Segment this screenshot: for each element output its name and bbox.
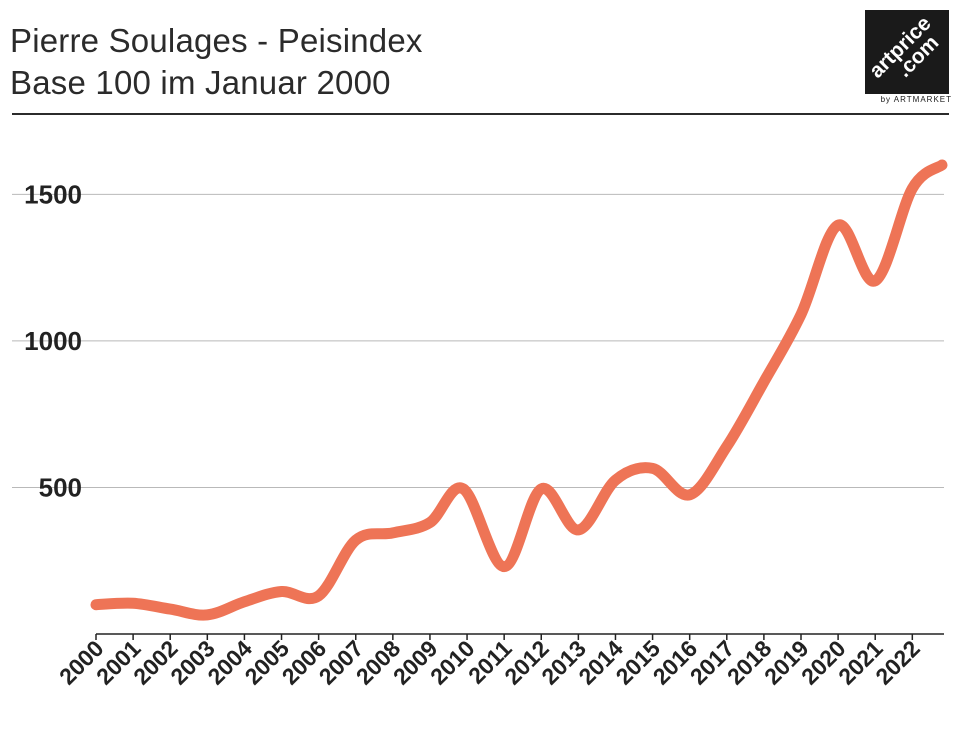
logo-icon: artprice .com [865,12,943,83]
series-line-0 [90,159,948,621]
y-axis-ticks: 500 1000 1500 [24,179,82,502]
y-tick-label: 1500 [24,179,82,209]
artprice-logo: artprice .com [865,10,949,94]
header-divider [12,113,949,115]
gridlines [12,193,944,488]
x-axis: 2000200120022003200420052006200720082009… [54,633,944,690]
line-chart: 500 1000 1500 2000200120022003200420052006… [12,159,948,690]
x-tick-label: 2022 [870,635,925,690]
chart-subtitle: Base 100 im Januar 2000 [10,64,391,101]
y-tick-label: 1000 [24,326,82,356]
logo-subtext: by ARTMARKET [880,95,952,104]
series-layer [90,159,948,621]
chart-title-line1: Pierre Soulages - Peisindex [10,22,423,59]
chart-title: Pierre Soulages - Peisindex Base 100 im … [10,20,423,104]
y-tick-label: 500 [39,472,82,502]
